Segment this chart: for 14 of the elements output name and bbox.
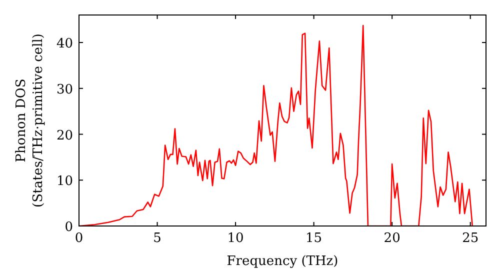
y-tick-label: 10	[56, 174, 73, 190]
line-series	[79, 24, 474, 226]
x-tick-label: 15	[306, 231, 322, 246]
x-tick-label: 10	[227, 231, 244, 246]
x-tick-label: 25	[462, 231, 479, 246]
y-axis-title: Phonon DOS (States/THz·primitive cell)	[14, 33, 46, 208]
x-tick-label: 0	[74, 231, 84, 246]
x-axis-title: Frequency (THz)	[226, 254, 338, 269]
y-tick-label: 30	[56, 82, 73, 98]
x-tick-label: 20	[384, 231, 400, 246]
y-tick-label: 20	[56, 128, 73, 144]
y-tick-label: 40	[56, 36, 73, 52]
x-tick-label: 5	[153, 231, 162, 246]
y-tick-label: 0	[64, 220, 73, 235]
